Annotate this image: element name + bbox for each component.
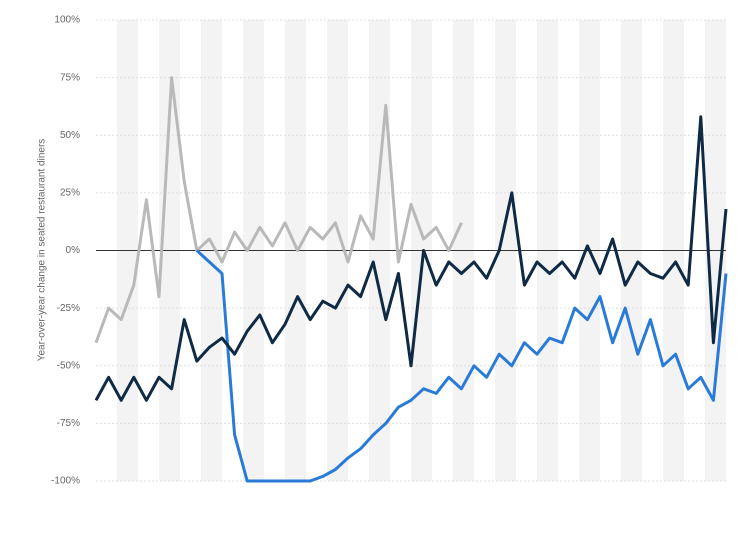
series-line bbox=[94, 115, 728, 402]
y-tick-label: -100% bbox=[51, 476, 80, 487]
y-tick-label: -75% bbox=[57, 418, 80, 429]
series-line bbox=[195, 249, 728, 483]
y-tick-label: 100% bbox=[54, 15, 80, 26]
y-tick-label: -25% bbox=[57, 303, 80, 314]
y-tick-label: 25% bbox=[60, 188, 80, 199]
y-tick-label: -50% bbox=[57, 360, 80, 371]
y-tick-label: 75% bbox=[60, 72, 80, 83]
y-tick-label: 0% bbox=[66, 245, 81, 256]
y-axis-label: Year-over-year change in seated restaura… bbox=[37, 139, 48, 362]
y-tick-label: 50% bbox=[60, 130, 80, 141]
series-line bbox=[94, 76, 463, 344]
